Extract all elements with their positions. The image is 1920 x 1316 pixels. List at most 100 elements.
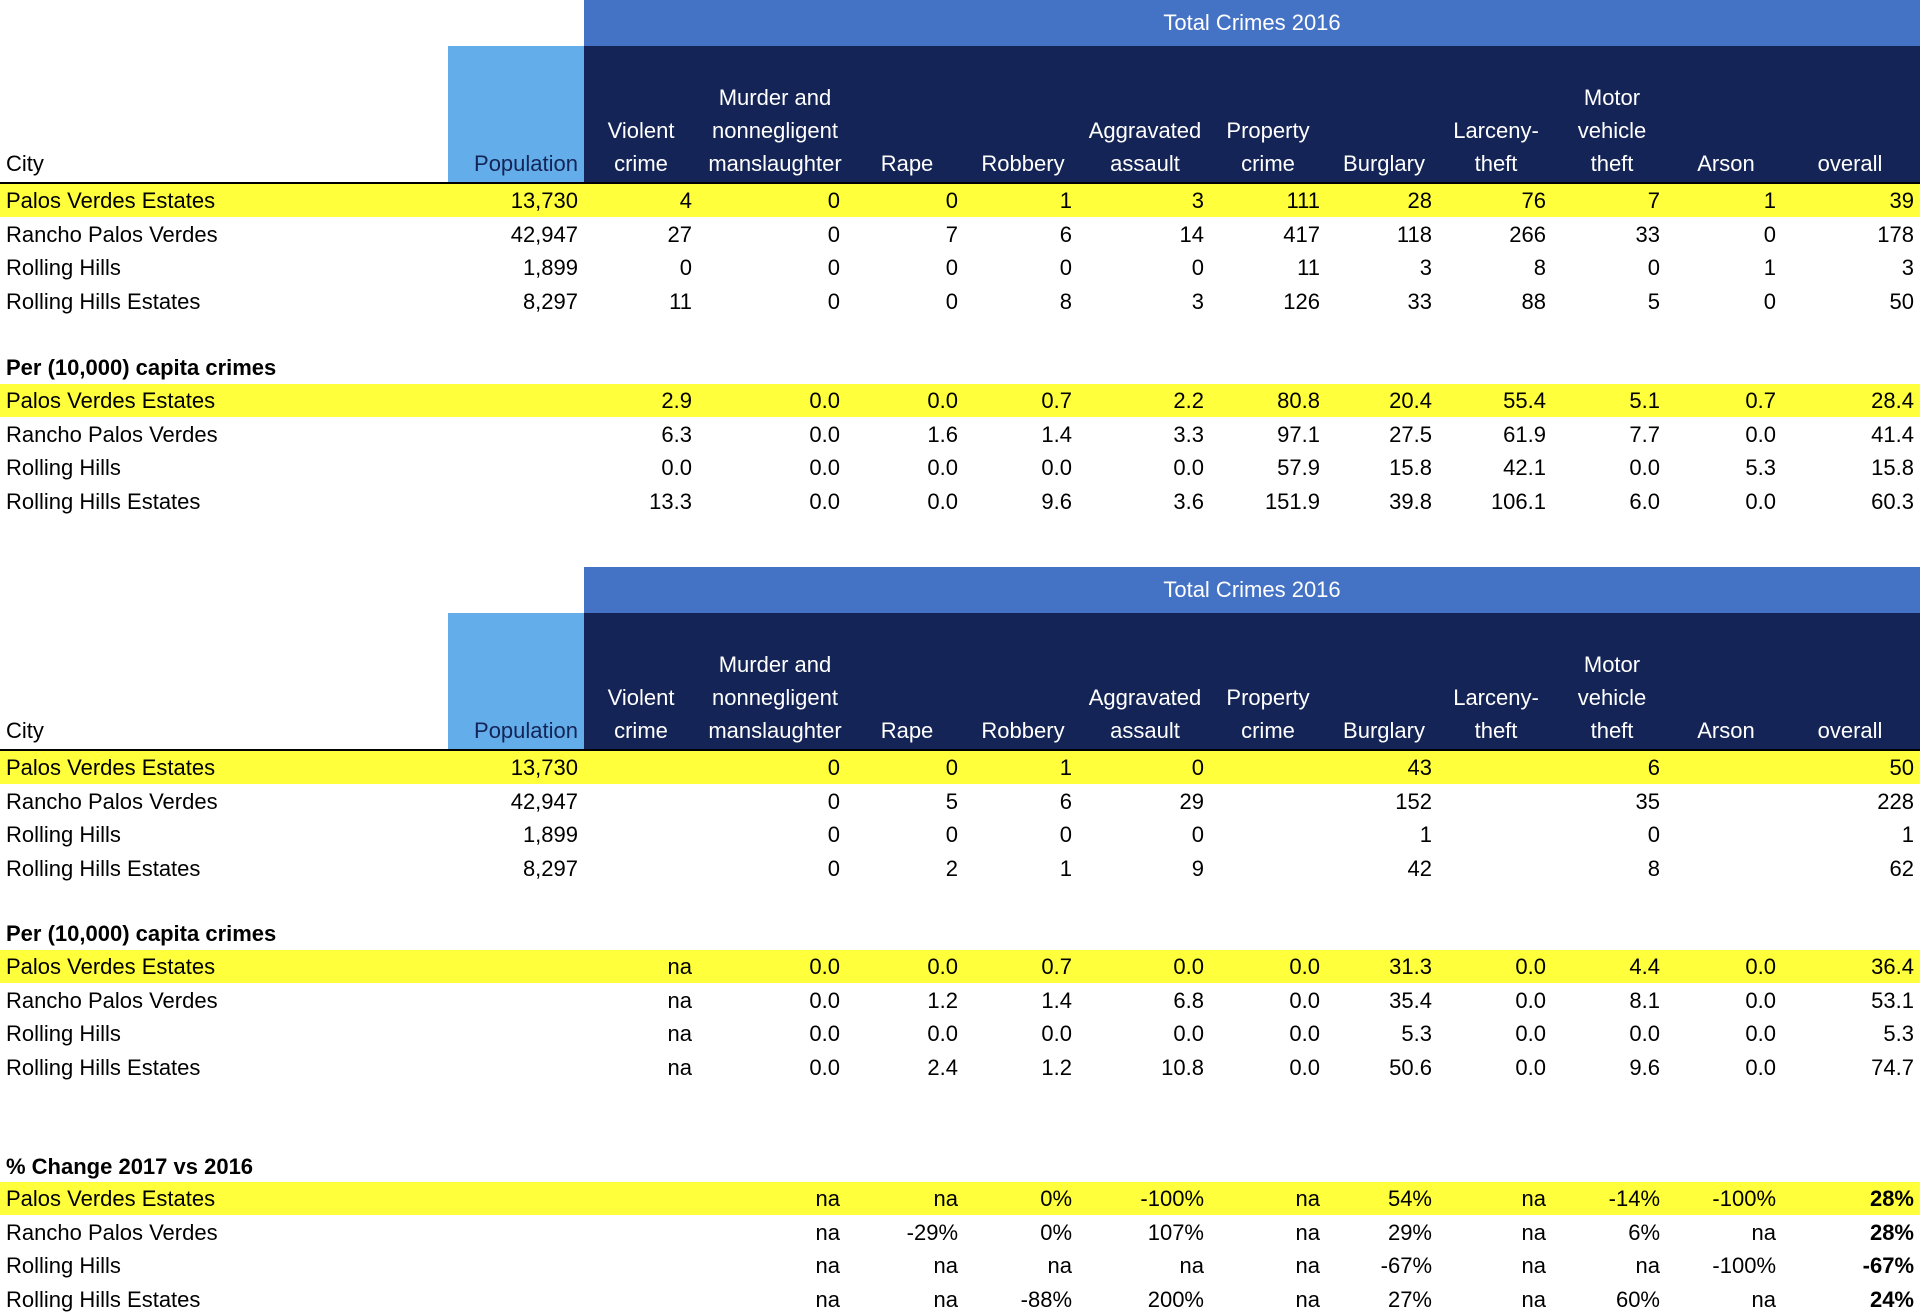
cell-value: 0.7 — [1745, 388, 1776, 413]
cell-value: 0.0 — [809, 455, 840, 480]
population-value: 13,730 — [510, 755, 578, 780]
cell-value: 0.0 — [1629, 455, 1660, 480]
column-header-10: overall — [1817, 718, 1883, 743]
cell-value: 0 — [1059, 255, 1072, 280]
cell-value: 151.9 — [1264, 488, 1320, 514]
column-header-1: nonnegligent — [711, 118, 838, 143]
cell-value: 0.0 — [1745, 488, 1776, 514]
column-header-4: Aggravated — [1088, 685, 1202, 710]
cell-value: na — [667, 954, 692, 979]
table-row: Rolling Hills 1,899 0 0 0 0 1 0 1 — [0, 818, 1920, 851]
cell-value: 0.0 — [1041, 1021, 1072, 1046]
cell-value: na — [815, 1219, 840, 1245]
table-row: Rolling Hills Estates na 0.0 2.4 1.2 10.8 0.0 5… — [0, 1051, 1920, 1084]
cell-value: 0.0 — [809, 987, 840, 1013]
header-background — [584, 613, 1920, 749]
cell-value: 111 — [1286, 188, 1320, 213]
cell-value: 4 — [679, 188, 692, 213]
cell-value: 11 — [669, 288, 692, 314]
cell-value: 0.0 — [809, 388, 840, 413]
cell-value: -100% — [1140, 1186, 1204, 1211]
table-row: Palos Verdes Estates na na 0% -100% na 54% na -1… — [0, 1182, 1920, 1215]
cell-value: 27.5 — [1389, 421, 1432, 447]
cell-value: 0.0 — [1515, 987, 1546, 1013]
cell-value: 0.0 — [1173, 1021, 1204, 1046]
cell-value: 1 — [1419, 822, 1432, 847]
cell-value: 1 — [1059, 755, 1072, 780]
cell-value: na — [667, 1054, 692, 1080]
population-value: 42,947 — [510, 221, 578, 247]
cell-value: 0 — [1647, 255, 1660, 280]
city-name: Rolling Hills Estates — [6, 288, 201, 314]
cell-value: 28 — [1407, 188, 1432, 213]
cell-value: 0.0 — [927, 488, 958, 514]
city-name: Rolling Hills — [6, 255, 121, 280]
cell-value: -29% — [906, 1219, 958, 1245]
cell-value: 106.1 — [1490, 488, 1546, 514]
table-row: Rancho Palos Verdes 42,947 0 5 6 29 152 35 228 — [0, 785, 1920, 818]
cell-value: 27 — [667, 221, 692, 247]
cell-value: na — [933, 1253, 958, 1278]
cell-value: 8.1 — [1629, 987, 1660, 1013]
cell-value: na — [933, 1286, 958, 1312]
city-name: Palos Verdes Estates — [6, 388, 216, 413]
table-row: Rolling Hills na 0.0 0.0 0.0 0.0 0.0 5.3 0.0 0.0 0… — [0, 1017, 1920, 1050]
cell-value: 76 — [1521, 188, 1546, 213]
table-row: Rancho Palos Verdes na 0.0 1.2 1.4 6.8 0.0 35.4… — [0, 984, 1920, 1017]
cell-value: 1.4 — [1041, 421, 1072, 447]
cell-value: 29% — [1387, 1219, 1432, 1245]
cell-value: 118 — [1396, 221, 1432, 247]
cell-value: 4.4 — [1629, 954, 1660, 979]
cell-value: 0.7 — [1041, 388, 1072, 413]
column-header-8: vehicle — [1577, 685, 1647, 710]
column-header-7: Larceny- — [1453, 685, 1539, 710]
cell-value: 42.1 — [1503, 455, 1546, 480]
cell-value: 42 — [1407, 855, 1432, 881]
cell-value: 3 — [1191, 188, 1204, 213]
cell-value: 0.0 — [809, 954, 840, 979]
cell-value: 417 — [1283, 221, 1320, 247]
city-name: Rancho Palos Verdes — [6, 788, 218, 814]
cell-value: 0 — [945, 288, 958, 314]
population-value: 8,297 — [522, 288, 578, 314]
cell-value: 0 — [827, 288, 840, 314]
table-row: Rancho Palos Verdes na -29% 0% 107% na 29% na 6%… — [0, 1216, 1920, 1249]
cell-value: 0.0 — [1289, 1021, 1320, 1046]
cell-value: 0.0 — [809, 1054, 840, 1080]
cell-value: -100% — [1712, 1186, 1776, 1211]
population-value: 1,899 — [522, 822, 578, 847]
cell-value: na — [1295, 1219, 1320, 1245]
cell-value: 74.7 — [1871, 1054, 1914, 1080]
cell-value: 0.0 — [1289, 987, 1320, 1013]
column-header-4: Aggravated — [1088, 118, 1202, 143]
cell-value: 3.6 — [1173, 488, 1204, 514]
cell-value: 0 — [827, 221, 840, 247]
cell-value: 0.0 — [927, 954, 958, 979]
cell-value: 6 — [1647, 755, 1660, 780]
column-header-5: Property — [1226, 118, 1310, 143]
cell-value: 0.0 — [1173, 455, 1204, 480]
cell-value: 41.4 — [1871, 421, 1914, 447]
header-underline — [0, 749, 1920, 751]
table-row: Rolling Hills Estates 8,297 0 2 1 9 42 8 62 — [0, 852, 1920, 885]
cell-value: na — [1179, 1253, 1204, 1278]
cell-value: -88% — [1020, 1286, 1072, 1312]
population-value: 42,947 — [510, 788, 578, 814]
cell-value: 13.3 — [649, 488, 692, 514]
column-header-9: Arson — [1697, 718, 1755, 743]
city-header: City — [6, 151, 44, 176]
cell-value: 50 — [1889, 755, 1914, 780]
cell-value: na — [815, 1253, 840, 1278]
cell-value: 0 — [827, 822, 840, 847]
cell-value: 61.9 — [1503, 421, 1546, 447]
header-background — [584, 46, 1920, 182]
cell-value: 28% — [1869, 1219, 1914, 1245]
cell-value: na — [815, 1286, 840, 1312]
cell-value: 0 — [827, 855, 840, 881]
cell-value: 6.0 — [1629, 488, 1660, 514]
cell-value: 0% — [1040, 1186, 1072, 1211]
cell-value: 88 — [1521, 288, 1546, 314]
cell-value: 11 — [1297, 255, 1320, 280]
cell-value: 6% — [1628, 1219, 1660, 1245]
